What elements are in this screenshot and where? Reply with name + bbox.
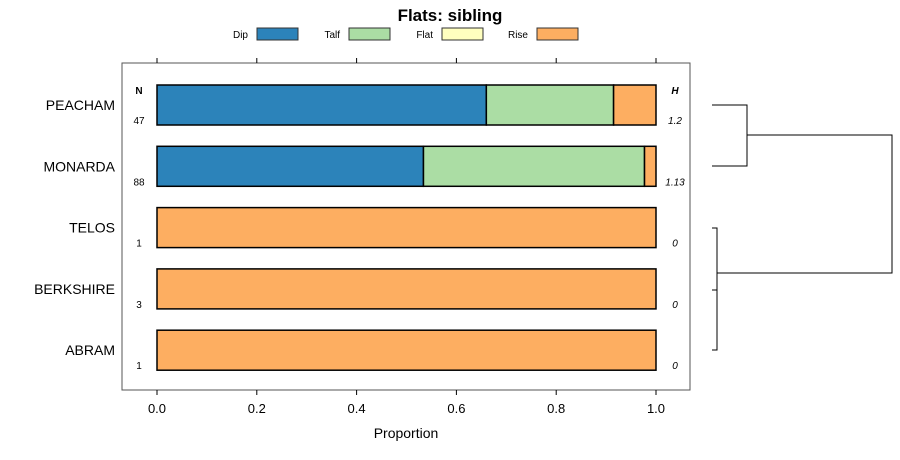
row-n: 1 [136,239,142,250]
x-tick-label: 1.0 [647,401,665,416]
dendrogram [712,104,893,351]
legend: Dip Talf Flat Rise [233,27,579,41]
bar-abram-rise [156,329,657,371]
legend-swatch-rise [536,27,579,41]
dendro-branch-lower [712,227,718,351]
row-label: BERKSHIRE [34,281,115,297]
x-tick-label: 0.4 [348,401,366,416]
bar-monarda-talf [422,145,646,188]
legend-swatch-flat [441,27,484,41]
bars: PEACHAM 47 1.2 MONARDA 88 1.13 TELOS 1 0 BERKSHIR… [34,84,685,372]
bar-peacham-dip [156,84,488,126]
row-h: 0 [672,300,678,311]
bar-peacham-talf [485,84,615,126]
row-n: 1 [136,361,142,372]
x-tick-label: 0.0 [148,401,166,416]
bar-telos-rise [156,206,657,249]
row-label: MONARDA [43,158,115,174]
legend-swatch-dip [256,27,299,41]
row-label: PEACHAM [46,97,115,113]
legend-label-flat: Flat [416,30,433,41]
bar-monarda-dip [156,145,425,188]
x-tick-label: 0.8 [547,401,565,416]
bar-monarda-rise [643,145,657,188]
row-label: ABRAM [65,342,115,358]
bar-peacham-rise [612,84,657,126]
legend-label-talf: Talf [324,30,340,41]
panel-border [121,62,691,391]
dendro-branch-root [717,134,893,274]
n-header: N [135,86,142,97]
legend-label-dip: Dip [233,30,248,41]
row-n: 3 [136,300,142,311]
h-header: H [671,86,679,97]
x-tick-label: 0.2 [248,401,266,416]
chart-title: Flats: sibling [398,6,503,25]
legend-label-rise: Rise [508,30,528,41]
x-axis-label: Proportion [374,425,439,441]
row-n: 47 [133,116,145,127]
x-axis: 0.0 0.2 0.4 0.6 0.8 1.0 [148,58,665,416]
row-h: 1.2 [668,116,682,127]
row-h: 1.13 [665,177,685,188]
legend-swatch-talf [348,27,391,41]
x-tick-label: 0.6 [447,401,465,416]
bar-berkshire-rise [156,268,657,310]
row-n: 88 [133,177,145,188]
row-label: TELOS [69,220,115,236]
row-h: 0 [672,361,678,372]
row-h: 0 [672,239,678,250]
dendro-branch-upper [712,104,748,167]
